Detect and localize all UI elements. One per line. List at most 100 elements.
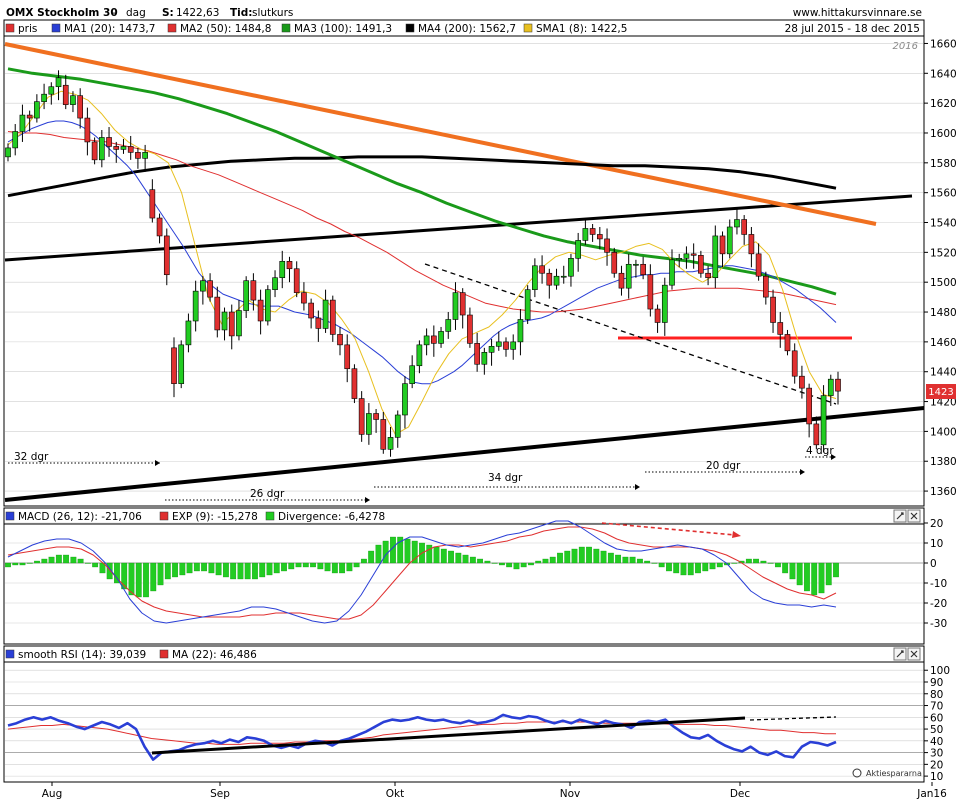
divergence-bar	[84, 562, 91, 564]
candle-body	[41, 93, 47, 102]
candle-body	[351, 368, 358, 399]
legend-swatch	[5, 511, 15, 521]
candle-body	[387, 437, 394, 450]
interval-arrowhead	[800, 469, 805, 475]
candle-body	[835, 378, 841, 392]
macd-maximize-icon[interactable]	[907, 509, 921, 523]
axis-tick-label: 40	[930, 736, 943, 748]
divergence-bar	[578, 546, 585, 564]
candle-body	[192, 290, 199, 322]
divergence-bar	[811, 562, 818, 596]
candle-body	[820, 395, 827, 446]
candle-body	[163, 235, 170, 276]
divergence-bar	[41, 558, 48, 564]
divergence-bar	[55, 554, 62, 564]
divergence-bar	[484, 560, 491, 564]
candle-body	[55, 77, 62, 88]
divergence-bar	[375, 544, 382, 564]
axis-tick-label: -30	[930, 618, 947, 630]
divergence-bar	[12, 562, 19, 566]
axis-tick-label: 20	[930, 759, 943, 771]
candle-body	[380, 419, 387, 450]
price-moving-averages	[7, 67, 837, 435]
candle-body	[640, 263, 646, 276]
candle-body	[84, 117, 91, 143]
rsi-dashed-line	[749, 716, 837, 721]
candle-body	[582, 228, 589, 241]
candle-body	[416, 344, 423, 367]
candle-body	[705, 272, 711, 279]
divergence-bar	[106, 562, 113, 580]
rsi-maximize-icon[interactable]	[907, 647, 921, 661]
divergence-bar	[528, 562, 534, 566]
candle-body	[402, 383, 408, 416]
price-annotations: 32 dgr 26 dgr 34 dgr 20 dgr 4 dgr	[8, 445, 836, 503]
rsi-settings-icon[interactable]	[893, 647, 907, 661]
divergence-bar	[288, 562, 295, 570]
axis-tick-label: 1600	[930, 128, 957, 140]
candle-body	[755, 253, 762, 277]
divergence-bar	[651, 562, 658, 564]
rsi-ma-line	[7, 721, 836, 745]
candle-body	[517, 319, 524, 343]
candle-body	[257, 299, 264, 322]
legend-swatch	[5, 23, 15, 33]
candle-body	[604, 238, 610, 253]
chart-header: OMX Stockholm 30 - dag S: 1422,63 Tid: s…	[6, 7, 922, 19]
candle-body	[120, 146, 127, 150]
price-trendlines	[4, 42, 925, 502]
date-range: 28 jul 2015 - 18 dec 2015	[785, 23, 920, 35]
divergence-bar	[716, 562, 723, 568]
divergence-bar	[506, 562, 513, 568]
divergence-bar	[513, 562, 520, 570]
divergence-bar	[833, 562, 839, 578]
interval-arrowhead	[155, 460, 160, 466]
divergence-bar	[193, 562, 200, 572]
divergence-bar	[339, 562, 346, 574]
price-badge-value: 1423	[928, 387, 953, 398]
divergence-bar	[244, 562, 251, 580]
candle-body	[77, 95, 84, 119]
divergence-bar	[498, 562, 505, 566]
candle-body	[308, 302, 314, 319]
candle-body	[618, 272, 625, 289]
axis-tick-label: 1400	[930, 426, 957, 438]
legend-label: SMA1 (8): 1422,5	[536, 23, 627, 35]
candle-body	[575, 240, 582, 259]
candle-body	[99, 137, 105, 161]
candle-body	[784, 334, 791, 352]
divergence-bar	[92, 562, 99, 568]
candle-body	[467, 314, 473, 344]
divergence-bar	[491, 562, 498, 564]
candle-body	[669, 259, 675, 286]
candle-body	[546, 272, 553, 286]
price-axis: 1360 1380 1400 1420 1440 1460 1480 1500 1520 1540…	[5, 38, 957, 498]
legend-label: MA1 (20): 1473,7	[64, 23, 155, 35]
candle-body	[171, 347, 177, 384]
candle-body	[200, 280, 206, 292]
rsi-panel-frame	[3, 645, 925, 783]
divergence-bar	[731, 562, 738, 564]
divergence-bar	[615, 554, 622, 564]
candle-body	[48, 86, 55, 95]
candle-body	[264, 289, 271, 322]
divergence-bar	[774, 562, 781, 568]
divergence-bar	[753, 558, 760, 564]
interval-arrowhead	[635, 484, 640, 490]
interval-arrowhead	[831, 454, 836, 460]
candle-body	[712, 235, 719, 279]
divergence-bar	[557, 552, 563, 564]
divergence-bar	[644, 560, 651, 564]
candle-body	[698, 255, 704, 274]
divergence-bar	[571, 548, 578, 564]
divergence-bar	[666, 562, 672, 572]
candle-body	[329, 299, 336, 335]
divergence-bar	[469, 556, 476, 564]
axis-tick-label: 10	[930, 771, 943, 783]
macd-settings-icon[interactable]	[893, 509, 907, 523]
divergence-bar	[26, 562, 33, 564]
axis-tick-label: 30	[930, 748, 943, 760]
legend-label: MA3 (100): 1491,3	[294, 23, 392, 35]
divergence-bar	[607, 552, 614, 564]
divergence-bar	[222, 562, 229, 578]
